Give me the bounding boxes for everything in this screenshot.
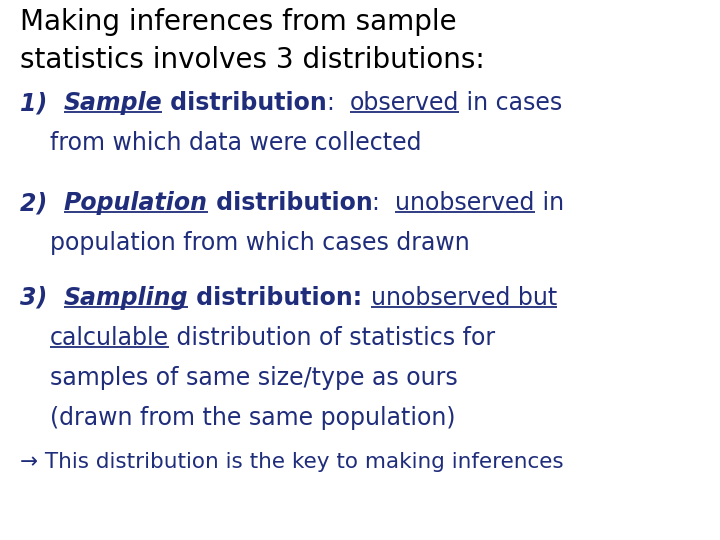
- Text: distribution:: distribution:: [188, 286, 371, 310]
- Text: 1): 1): [20, 91, 64, 115]
- Text: (drawn from the same population): (drawn from the same population): [20, 406, 456, 430]
- Text: population from which cases drawn: population from which cases drawn: [20, 231, 469, 255]
- Text: distribution: distribution: [163, 91, 327, 115]
- Text: samples of same size/type as ours: samples of same size/type as ours: [20, 366, 458, 390]
- Text: Population: Population: [64, 191, 208, 215]
- Text: Sampling: Sampling: [64, 286, 188, 310]
- Text: distribution of statistics for: distribution of statistics for: [169, 326, 495, 350]
- Text: :: :: [372, 191, 395, 215]
- Text: Making inferences from sample: Making inferences from sample: [20, 8, 456, 36]
- Text: unobserved but: unobserved but: [371, 286, 557, 310]
- Text: from which data were collected: from which data were collected: [20, 131, 421, 155]
- Text: statistics involves 3 distributions:: statistics involves 3 distributions:: [20, 46, 485, 74]
- Text: → This distribution is the key to making inferences: → This distribution is the key to making…: [20, 452, 564, 472]
- Text: Sample: Sample: [64, 91, 163, 115]
- Text: in cases: in cases: [459, 91, 562, 115]
- Text: :: :: [327, 91, 350, 115]
- Text: 2): 2): [20, 191, 64, 215]
- Text: in: in: [535, 191, 564, 215]
- Text: distribution: distribution: [208, 191, 372, 215]
- Text: observed: observed: [350, 91, 459, 115]
- Text: unobserved: unobserved: [395, 191, 535, 215]
- Text: 3): 3): [20, 286, 64, 310]
- Text: calculable: calculable: [50, 326, 169, 350]
